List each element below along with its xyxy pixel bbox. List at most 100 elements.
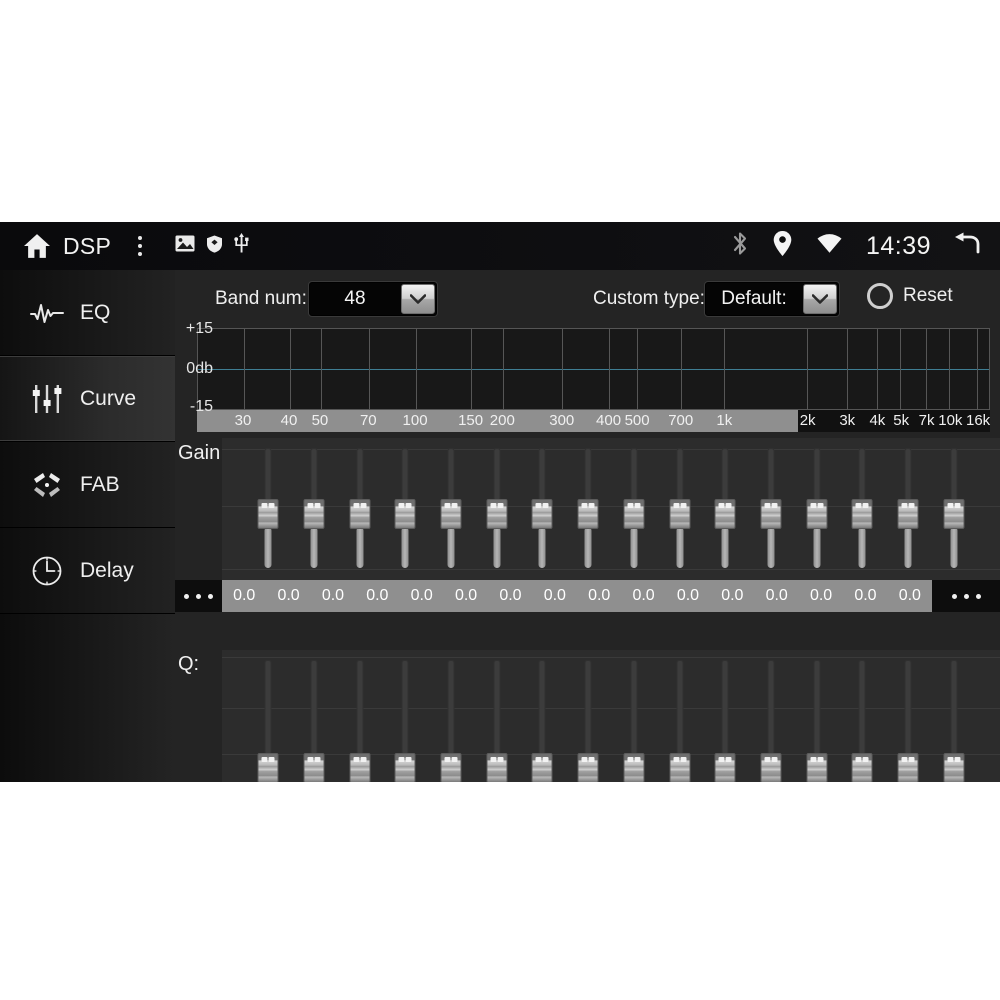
slider-thumb[interactable] [943, 498, 965, 529]
slider-gain-12[interactable] [794, 438, 840, 580]
gain-value-cell[interactable]: 0.0 [410, 587, 433, 604]
slider-thumb[interactable] [303, 753, 325, 782]
x-axis-tick-label: 40 [280, 412, 298, 429]
slider-q-15[interactable] [931, 650, 977, 782]
slider-thumb[interactable] [531, 753, 553, 782]
slider-q-1[interactable] [291, 650, 337, 782]
gain-value-cell[interactable]: 0.0 [898, 587, 921, 604]
slider-gain-8[interactable] [611, 438, 657, 580]
slider-thumb[interactable] [943, 753, 965, 782]
slider-q-4[interactable] [428, 650, 474, 782]
slider-thumb[interactable] [577, 753, 599, 782]
slider-thumb[interactable] [806, 498, 828, 529]
eq-response-chart[interactable] [197, 328, 990, 410]
gain-value-cell[interactable]: 0.0 [277, 587, 300, 604]
slider-q-14[interactable] [885, 650, 931, 782]
slider-grid-line [222, 707, 1000, 709]
slider-thumb[interactable] [623, 498, 645, 529]
band-num-select[interactable]: 48 [308, 281, 438, 317]
back-arrow-icon[interactable] [953, 232, 980, 261]
slider-gain-13[interactable] [840, 438, 886, 580]
slider-q-0[interactable] [245, 650, 291, 782]
gain-slider-group [222, 438, 1000, 580]
gain-value-cell[interactable]: 0.0 [366, 587, 389, 604]
slider-gain-15[interactable] [931, 438, 977, 580]
slider-q-5[interactable] [474, 650, 520, 782]
slider-thumb[interactable] [303, 498, 325, 529]
slider-gain-2[interactable] [337, 438, 383, 580]
slider-thumb[interactable] [440, 498, 462, 529]
gain-more-left-button[interactable] [175, 580, 222, 612]
gain-value-cell[interactable]: 0.0 [499, 587, 522, 604]
slider-thumb[interactable] [486, 753, 508, 782]
slider-thumb[interactable] [440, 753, 462, 782]
sidebar-item-delay[interactable]: Delay [0, 528, 175, 614]
slider-thumb[interactable] [760, 753, 782, 782]
gain-value-cell[interactable]: 0.0 [233, 587, 256, 604]
custom-type-select[interactable]: Default: [704, 281, 840, 317]
slider-thumb[interactable] [394, 753, 416, 782]
slider-thumb[interactable] [714, 753, 736, 782]
slider-gain-7[interactable] [565, 438, 611, 580]
gain-more-right-button[interactable] [932, 580, 1000, 612]
slider-thumb[interactable] [531, 498, 553, 529]
slider-thumb[interactable] [669, 498, 691, 529]
gain-value-cell[interactable]: 0.0 [765, 587, 788, 604]
slider-gain-1[interactable] [291, 438, 337, 580]
slider-thumb[interactable] [349, 753, 371, 782]
sidebar-item-eq[interactable]: EQ [0, 270, 175, 356]
sidebar-item-fab[interactable]: FAB [0, 442, 175, 528]
home-icon[interactable] [22, 233, 52, 259]
slider-thumb[interactable] [851, 753, 873, 782]
chevron-down-icon[interactable] [401, 284, 435, 314]
slider-q-11[interactable] [748, 650, 794, 782]
reset-button[interactable]: Reset [867, 283, 953, 309]
slider-thumb[interactable] [806, 753, 828, 782]
slider-q-12[interactable] [794, 650, 840, 782]
slider-gain-6[interactable] [520, 438, 566, 580]
slider-q-13[interactable] [840, 650, 886, 782]
slider-thumb[interactable] [257, 753, 279, 782]
slider-q-7[interactable] [565, 650, 611, 782]
slider-q-9[interactable] [657, 650, 703, 782]
slider-gain-14[interactable] [885, 438, 931, 580]
slider-q-3[interactable] [382, 650, 428, 782]
chart-gridline [561, 329, 563, 409]
slider-thumb[interactable] [851, 498, 873, 529]
slider-thumb[interactable] [349, 498, 371, 529]
slider-gain-10[interactable] [702, 438, 748, 580]
slider-q-2[interactable] [337, 650, 383, 782]
slider-gain-0[interactable] [245, 438, 291, 580]
slider-thumb[interactable] [669, 753, 691, 782]
slider-thumb[interactable] [760, 498, 782, 529]
slider-thumb[interactable] [897, 753, 919, 782]
slider-thumb[interactable] [577, 498, 599, 529]
slider-gain-4[interactable] [428, 438, 474, 580]
gain-value-cell[interactable]: 0.0 [321, 587, 345, 604]
gain-value-cell[interactable]: 0.0 [454, 587, 478, 604]
kebab-menu-icon[interactable] [127, 233, 153, 259]
gain-value-cell[interactable]: 0.0 [721, 587, 744, 604]
slider-thumb[interactable] [257, 498, 279, 529]
gain-value-cell[interactable]: 0.0 [588, 587, 611, 604]
gain-value-cell[interactable]: 0.0 [543, 587, 566, 604]
slider-q-6[interactable] [520, 650, 566, 782]
slider-thumb[interactable] [714, 498, 736, 529]
gain-value-cell[interactable]: 0.0 [809, 587, 833, 604]
gain-value-cell[interactable]: 0.0 [676, 587, 700, 604]
slider-gain-11[interactable] [748, 438, 794, 580]
slider-gain-3[interactable] [382, 438, 428, 580]
slider-thumb[interactable] [897, 498, 919, 529]
gain-value-cell[interactable]: 0.0 [632, 587, 655, 604]
chevron-down-icon[interactable] [803, 284, 837, 314]
slider-thumb[interactable] [486, 498, 508, 529]
chart-gridline [807, 329, 809, 409]
slider-q-10[interactable] [702, 650, 748, 782]
slider-gain-9[interactable] [657, 438, 703, 580]
gain-value-cell[interactable]: 0.0 [854, 587, 877, 604]
slider-q-8[interactable] [611, 650, 657, 782]
slider-thumb[interactable] [623, 753, 645, 782]
slider-thumb[interactable] [394, 498, 416, 529]
sidebar-item-curve[interactable]: Curve [0, 356, 175, 442]
slider-gain-5[interactable] [474, 438, 520, 580]
